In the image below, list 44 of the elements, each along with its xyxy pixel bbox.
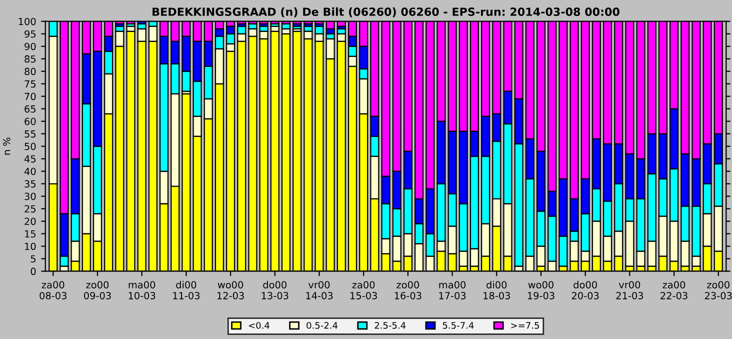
y-tick-label: 85 [24,55,36,63]
y-tick-label: 80 [24,68,36,76]
y-tick-label: 75 [24,80,36,88]
x-tick-label: vr00 14-03 [306,281,333,300]
y-tick-label: 20 [24,218,36,226]
x-tick-label: za00 22-03 [660,281,688,300]
x-tick-label: wo00 12-03 [217,281,244,300]
legend-label: >=7.5 [511,322,539,329]
x-tick-label: zo00 23-03 [704,281,732,300]
x-tick-label: di00 11-03 [173,280,200,300]
y-tick-label: 35 [24,180,36,188]
y-tick-label: 90 [24,42,36,50]
y-tick-label: 5 [30,255,36,263]
x-tick-label: ma00 17-03 [439,281,466,300]
y-tick-label: 0 [30,268,36,276]
x-tick-label: di00 18-03 [484,280,510,300]
y-tick-label: 100 [18,18,36,26]
legend-label: 5.5-7.4 [442,322,474,329]
y-tick-label: 55 [24,130,36,138]
x-tick-label: do00 13-03 [262,280,288,300]
y-tick-label: 40 [24,168,36,176]
chart-title: BEDEKKINGSGRAAD (n) De Bilt (06260) 06260 - EPS-run: 2014-03-08 00:00 [152,7,620,18]
y-tick-label: 15 [25,230,36,238]
legend-label: 2.5-5.4 [374,322,406,329]
y-tick-label: 70 [24,92,36,100]
x-tick-label: wo00 19-03 [528,281,554,300]
x-tick-label: za00 15-03 [350,281,377,300]
x-tick-label: zo00 16-03 [394,281,422,300]
y-tick-label: 95 [24,30,36,38]
x-tick-label: zo00 09-03 [84,281,111,300]
y-tick-label: 10 [25,242,36,250]
x-tick-label: vr00 21-03 [616,281,644,300]
y-axis-title: n % [3,138,10,155]
x-tick-label: do00 20-03 [572,280,599,300]
x-tick-label: za00 08-03 [40,281,66,300]
legend-label: <0.4 [248,322,270,329]
y-tick-label: 60 [24,118,36,126]
y-tick-label: 30 [24,192,36,200]
y-tick-label: 50 [24,142,36,150]
y-tick-label: 65 [24,105,36,113]
legend-label: 0.5-2.4 [306,322,338,329]
y-tick-label: 45 [24,155,36,163]
x-tick-label: ma00 10-03 [128,281,156,300]
y-tick-label: 25 [24,205,36,213]
